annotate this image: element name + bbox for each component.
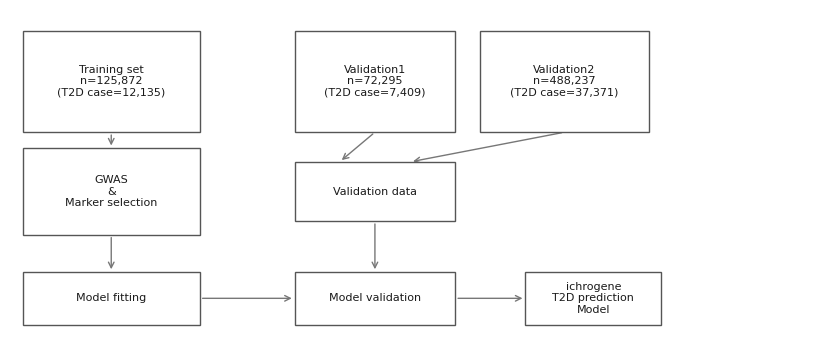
Text: GWAS
&
Marker selection: GWAS & Marker selection: [65, 175, 157, 208]
Text: Model fitting: Model fitting: [76, 293, 147, 303]
FancyBboxPatch shape: [525, 272, 661, 325]
Text: Validation data: Validation data: [333, 186, 417, 197]
Text: Validation1
n=72,295
(T2D case=7,409): Validation1 n=72,295 (T2D case=7,409): [324, 65, 426, 98]
FancyBboxPatch shape: [23, 31, 199, 132]
FancyBboxPatch shape: [295, 272, 455, 325]
Text: Model validation: Model validation: [329, 293, 421, 303]
FancyBboxPatch shape: [480, 31, 648, 132]
Text: Validation2
n=488,237
(T2D case=37,371): Validation2 n=488,237 (T2D case=37,371): [510, 65, 619, 98]
FancyBboxPatch shape: [23, 272, 199, 325]
Text: ichrogene
T2D prediction
Model: ichrogene T2D prediction Model: [552, 282, 634, 315]
Text: Training set
n=125,872
(T2D case=12,135): Training set n=125,872 (T2D case=12,135): [57, 65, 166, 98]
FancyBboxPatch shape: [295, 31, 455, 132]
FancyBboxPatch shape: [295, 162, 455, 221]
FancyBboxPatch shape: [23, 148, 199, 235]
